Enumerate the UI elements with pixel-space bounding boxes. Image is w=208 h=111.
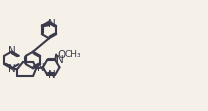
Text: N: N (56, 55, 64, 65)
Text: N: N (48, 19, 56, 29)
Text: N: N (8, 64, 15, 74)
Text: O: O (57, 50, 66, 59)
Text: N: N (8, 46, 16, 56)
Text: CH₃: CH₃ (65, 50, 82, 59)
Text: N: N (37, 63, 45, 73)
Text: N: N (48, 69, 56, 79)
